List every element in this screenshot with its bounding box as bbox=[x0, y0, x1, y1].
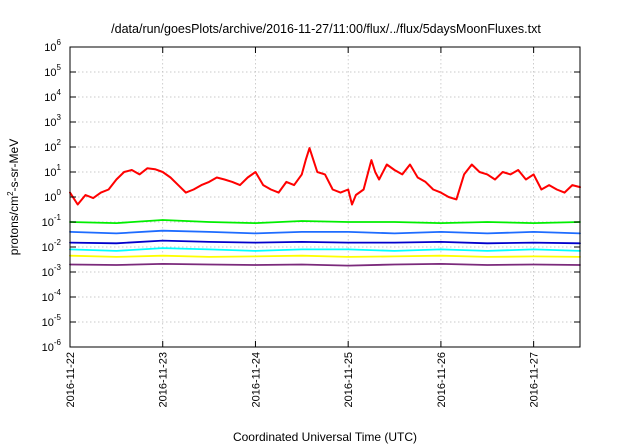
y-tick-exponent: -2 bbox=[54, 238, 62, 247]
y-tick-base: 10 bbox=[44, 142, 56, 154]
chart-title: /data/run/goesPlots/archive/2016-11-27/1… bbox=[111, 22, 541, 36]
y-tick-label: 100 bbox=[44, 188, 61, 204]
y-tick-exponent: 2 bbox=[57, 138, 62, 147]
series-line-4 bbox=[69, 229, 581, 235]
y-tick-exponent: 6 bbox=[57, 38, 62, 47]
y-axis-label-suffix: -s-sr-MeV bbox=[7, 139, 21, 192]
y-tick-label: 103 bbox=[44, 113, 61, 129]
series-layer bbox=[69, 147, 581, 267]
y-axis-label-prefix: protons/cm bbox=[7, 196, 21, 255]
y-tick-label: 102 bbox=[44, 138, 61, 154]
x-axis-label: Coordinated Universal Time (UTC) bbox=[233, 430, 417, 444]
y-tick-exponent: 3 bbox=[57, 113, 62, 122]
y-tick-label: 10-4 bbox=[42, 288, 62, 304]
y-tick-base: 10 bbox=[44, 42, 56, 54]
axis-ticks bbox=[69, 46, 580, 348]
y-tick-labels: 10610510410310210110010-110-210-310-410-… bbox=[42, 38, 62, 354]
y-tick-exponent: -6 bbox=[54, 338, 62, 347]
y-tick-label: 105 bbox=[44, 63, 61, 79]
y-tick-exponent: -5 bbox=[54, 313, 62, 322]
x-tick-label: 2016-11-24 bbox=[250, 352, 262, 407]
y-tick-label: 10-2 bbox=[42, 238, 62, 254]
series-line-1 bbox=[69, 147, 581, 206]
y-tick-base: 10 bbox=[42, 342, 54, 354]
y-tick-base: 10 bbox=[42, 217, 54, 229]
series-line-7 bbox=[69, 262, 581, 267]
x-tick-labels: 2016-11-22 2016-11-23 2016-11-24 2016-11-25… bbox=[65, 352, 541, 407]
y-tick-label: 101 bbox=[44, 163, 61, 179]
x-tick-label: 2016-11-22 bbox=[65, 352, 77, 407]
y-tick-base: 10 bbox=[42, 242, 54, 254]
y-axis-label-superscript: 2 bbox=[6, 191, 15, 196]
y-tick-exponent: -1 bbox=[54, 213, 62, 222]
y-tick-base: 10 bbox=[42, 267, 54, 279]
y-tick-base: 10 bbox=[44, 92, 56, 104]
y-tick-base: 10 bbox=[44, 192, 56, 204]
y-axis-label: protons/cm2-s-sr-MeV bbox=[6, 139, 21, 255]
y-tick-base: 10 bbox=[42, 292, 54, 304]
y-tick-label: 10-6 bbox=[42, 338, 62, 354]
y-tick-exponent: 4 bbox=[57, 88, 62, 97]
x-tick-label: 2016-11-25 bbox=[343, 352, 355, 407]
y-tick-exponent: 5 bbox=[57, 63, 62, 72]
y-tick-base: 10 bbox=[44, 67, 56, 79]
y-tick-exponent: -4 bbox=[54, 288, 62, 297]
y-tick-label: 10-5 bbox=[42, 313, 62, 329]
y-tick-exponent: 1 bbox=[57, 163, 62, 172]
x-tick-label: 2016-11-27 bbox=[529, 352, 541, 407]
y-tick-label: 10-1 bbox=[42, 213, 62, 229]
y-tick-base: 10 bbox=[44, 167, 56, 179]
y-tick-base: 10 bbox=[44, 117, 56, 129]
series-line-2 bbox=[69, 219, 581, 225]
x-tick-label: 2016-11-23 bbox=[158, 352, 170, 407]
series-line-3 bbox=[69, 247, 581, 252]
y-tick-exponent: -3 bbox=[54, 263, 62, 272]
grid bbox=[70, 47, 580, 347]
series-line-5 bbox=[69, 239, 581, 245]
series-line-6 bbox=[69, 254, 581, 258]
y-tick-label: 10-3 bbox=[42, 263, 62, 279]
y-tick-base: 10 bbox=[42, 317, 54, 329]
y-tick-exponent: 0 bbox=[57, 188, 62, 197]
y-tick-label: 106 bbox=[44, 38, 61, 54]
x-tick-label: 2016-11-26 bbox=[436, 352, 448, 407]
y-tick-label: 104 bbox=[44, 88, 61, 104]
